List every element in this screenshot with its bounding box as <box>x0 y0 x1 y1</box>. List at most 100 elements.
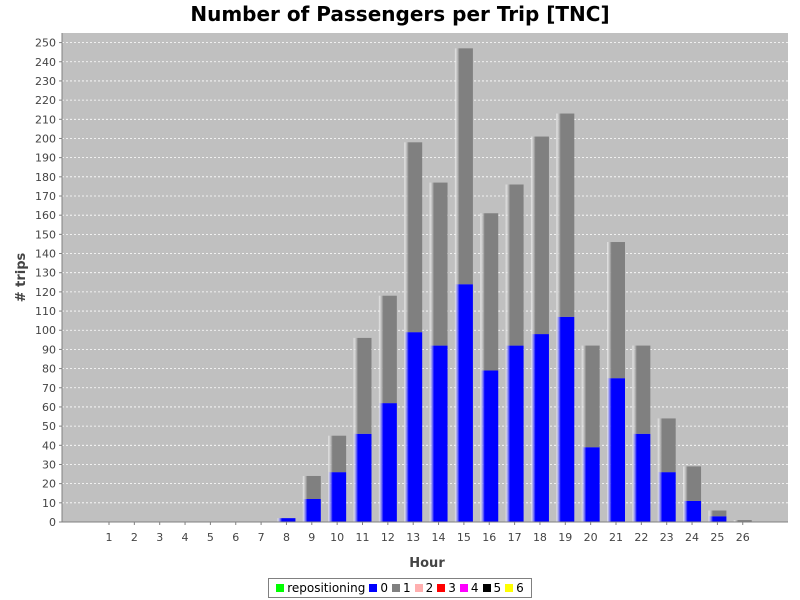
x-tick-label: 22 <box>634 531 648 544</box>
x-tick-label: 20 <box>584 531 598 544</box>
x-tick-label: 11 <box>356 531 370 544</box>
y-tick-label: 190 <box>35 152 56 165</box>
bar-19-series-1 <box>556 113 575 317</box>
y-tick-label: 250 <box>35 37 56 50</box>
x-tick-label: 4 <box>182 531 189 544</box>
legend-swatch <box>391 584 400 592</box>
x-tick-label: 7 <box>258 531 265 544</box>
bar-17-series-1 <box>505 184 524 346</box>
bar-14-series-1 <box>429 182 448 346</box>
bar-20-series-0 <box>581 447 600 522</box>
y-tick-label: 40 <box>42 439 56 452</box>
y-tick-label: 100 <box>35 324 56 337</box>
x-tick-label: 24 <box>685 531 699 544</box>
plot-area <box>62 33 788 522</box>
bar-16-series-1 <box>480 213 499 371</box>
bar-25-series-0 <box>708 516 727 522</box>
x-tick-label: 13 <box>406 531 420 544</box>
bar-20-series-1 <box>581 345 600 448</box>
legend-item: 1 <box>391 581 411 595</box>
y-tick-label: 20 <box>42 478 56 491</box>
legend-swatch <box>414 584 423 592</box>
bar-23-series-1 <box>657 418 676 473</box>
x-tick-label: 17 <box>508 531 522 544</box>
x-tick-label: 12 <box>381 531 395 544</box>
x-tick-label: 8 <box>283 531 290 544</box>
legend-item: repositioning <box>276 581 365 595</box>
y-tick-label: 120 <box>35 286 56 299</box>
y-tick-label: 110 <box>35 305 56 318</box>
bar-25-series-1 <box>708 510 727 517</box>
y-tick-label: 200 <box>35 132 56 145</box>
bar-15-series-1 <box>454 48 473 285</box>
legend-swatch <box>505 584 514 592</box>
bar-10-series-1 <box>328 435 347 473</box>
legend-label: 1 <box>402 581 411 595</box>
x-tick-label: 26 <box>736 531 750 544</box>
legend-item: 5 <box>482 581 502 595</box>
legend-label: 0 <box>380 581 388 595</box>
bar-22-series-0 <box>632 433 651 522</box>
bar-9-series-0 <box>302 498 321 522</box>
x-tick-label: 14 <box>432 531 446 544</box>
legend-label: 4 <box>470 581 479 595</box>
bar-23-series-0 <box>657 472 676 522</box>
bar-13-series-1 <box>404 142 423 333</box>
bar-18-series-0 <box>530 334 549 522</box>
legend-label: 5 <box>493 581 502 595</box>
y-tick-label: 30 <box>42 458 56 471</box>
y-tick-label: 10 <box>42 497 56 510</box>
y-tick-label: 60 <box>42 401 56 414</box>
bar-15-series-0 <box>454 284 473 522</box>
legend-item: 4 <box>459 581 479 595</box>
legend: repositioning 0 1 2 3 4 5 6 <box>268 578 532 598</box>
legend-swatch <box>369 584 378 592</box>
y-tick-label: 90 <box>42 343 56 356</box>
x-tick-label: 6 <box>232 531 239 544</box>
legend-swatch <box>459 584 468 592</box>
bar-11-series-0 <box>353 433 372 522</box>
bar-12-series-1 <box>378 295 397 404</box>
x-tick-label: 16 <box>482 531 496 544</box>
legend-label: repositioning <box>287 581 366 595</box>
y-tick-label: 70 <box>42 382 56 395</box>
y-tick-label: 0 <box>49 516 56 529</box>
x-tick-label: 25 <box>710 531 724 544</box>
bar-21-series-1 <box>607 242 625 379</box>
x-tick-label: 3 <box>156 531 163 544</box>
x-tick-label: 15 <box>457 531 471 544</box>
x-tick-label: 19 <box>558 531 572 544</box>
legend-label: 3 <box>448 581 456 595</box>
bar-19-series-0 <box>556 316 575 522</box>
legend-swatch <box>276 584 285 592</box>
x-tick-label: 2 <box>131 531 138 544</box>
y-tick-label: 180 <box>35 171 56 184</box>
bar-14-series-0 <box>429 345 448 522</box>
chart-title: Number of Passengers per Trip [TNC] <box>190 2 610 26</box>
bar-26-series-1 <box>733 520 752 522</box>
y-tick-label: 50 <box>42 420 56 433</box>
bar-24-series-1 <box>683 466 702 501</box>
y-tick-label: 230 <box>35 75 56 88</box>
bar-10-series-0 <box>328 472 347 522</box>
y-tick-label: 220 <box>35 94 56 107</box>
y-tick-label: 150 <box>35 228 56 241</box>
x-tick-label: 5 <box>207 531 214 544</box>
legend-label: 6 <box>516 581 524 595</box>
bar-9-series-1 <box>302 475 321 499</box>
y-tick-label: 80 <box>42 363 56 376</box>
legend-label: 2 <box>425 581 434 595</box>
y-tick-label: 160 <box>35 209 56 222</box>
x-tick-label: 21 <box>609 531 623 544</box>
legend-item: 3 <box>437 581 456 595</box>
x-axis-label: Hour <box>409 556 445 571</box>
y-tick-label: 140 <box>35 248 56 261</box>
bar-8-series-0 <box>277 518 296 522</box>
legend-item: 0 <box>369 581 388 595</box>
bar-22-series-1 <box>632 345 651 434</box>
bar-11-series-1 <box>353 337 372 434</box>
y-tick-label: 130 <box>35 267 56 280</box>
y-tick-label: 170 <box>35 190 56 203</box>
legend-swatch <box>437 584 446 592</box>
x-tick-label: 23 <box>660 531 674 544</box>
